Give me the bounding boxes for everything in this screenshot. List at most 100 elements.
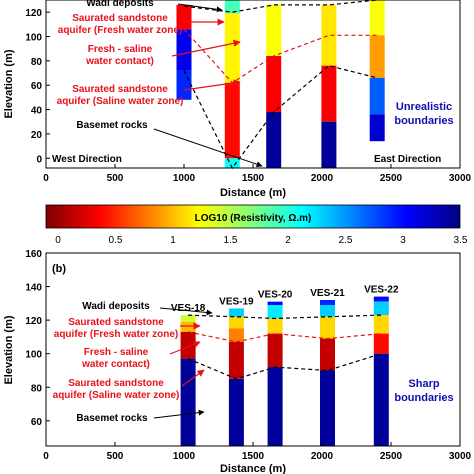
pa-boundary-2 (183, 65, 378, 170)
pa-column-1-layer-3 (224, 158, 240, 168)
pa-ytick-label-4: 80 (31, 57, 43, 68)
pa-contact-label-1: Fresh - saline (88, 44, 153, 55)
pb-xtick-label-2: 1000 (173, 451, 196, 462)
pa-xtick-label-1: 500 (107, 173, 124, 184)
pa-ytick-label-0: 0 (36, 154, 42, 165)
pa-east-label: East Direction (374, 154, 441, 165)
pa-column-0-layer-1 (176, 29, 192, 71)
pb-column-3-layer-3 (320, 338, 335, 371)
panel-b-y-ticks: 60 80 100 120 140 160 (25, 249, 50, 428)
pb-column-4-layer-1 (373, 301, 389, 316)
pb-xtick-label-6: 3000 (449, 451, 472, 462)
pb-fresh-aquifer-label-1: Saurated sandstone (68, 317, 164, 328)
pb-column-2-layer-3 (267, 333, 283, 368)
colorbar-tick-1: 0.5 (109, 235, 123, 246)
pb-note-line-2: boundaries (394, 392, 453, 404)
pa-basement-arrow (153, 128, 263, 168)
pb-column-4-layer-3 (373, 333, 389, 354)
pb-column-1-layer-4 (228, 378, 244, 446)
panel-a-boundaries (183, 0, 378, 170)
pb-xtick-label-1: 500 (107, 451, 124, 462)
pa-ytick-label-1: 20 (31, 130, 43, 141)
pa-xtick-label-2: 1000 (173, 173, 196, 184)
pa-note-line-2: boundaries (394, 115, 453, 127)
pa-fresh-aquifer-label-2: aquifer (Fresh water zone) (58, 25, 182, 36)
pa-ytick-label-2: 40 (31, 106, 43, 117)
pa-west-label: West Direction (52, 154, 122, 165)
pb-ytick-label-1: 80 (31, 383, 43, 394)
pa-basement-label: Basemet rocks (76, 120, 148, 131)
pb-column-0-layer-2 (180, 331, 196, 359)
pb-column-3-layer-0 (320, 300, 335, 305)
pa-ytick-label-5: 100 (25, 33, 42, 44)
pb-column-0-layer-0 (180, 315, 196, 322)
ves-label-4: VES-22 (364, 285, 399, 296)
pa-column-1-layer-1 (224, 13, 240, 83)
panel-a-chart: 0 500 1000 1500 2000 2500 3000 0 20 40 60 80 100 120… (3, 0, 472, 199)
colorbar-tick-2: 1 (170, 235, 176, 246)
pa-boundary-1 (183, 28, 378, 84)
panel-b-chart: 0 500 1000 1500 2000 2500 3000 60 80 100 120 140 16… (3, 249, 472, 474)
pa-wadi-arrow (177, 3, 223, 13)
pa-contact-label-2: water contact) (85, 56, 154, 67)
panel-a-columns (176, 0, 385, 168)
pb-column-0-layer-3 (180, 358, 196, 446)
pa-column-3-layer-1 (321, 65, 337, 122)
panel-a-y-ticks: 0 20 40 60 80 100 120 (25, 8, 50, 165)
pb-contact-arrow (169, 341, 201, 355)
pa-column-1-layer-2 (224, 82, 240, 159)
pb-basement-label: Basemet rocks (76, 413, 148, 424)
colorbar: LOG10 (Resistivity, Ω.m) 0 0.5 1 1.5 2 2.5 3 3.… (45, 204, 468, 246)
pb-column-1-layer-3 (228, 341, 244, 379)
pb-xtick-label-3: 1500 (242, 451, 265, 462)
pa-column-3-layer-2 (321, 121, 337, 168)
pa-column-4-layer-2 (369, 77, 385, 115)
pb-column-1-layer-0 (228, 308, 244, 317)
panel-a-x-ticks: 0 500 1000 1500 2000 2500 3000 (43, 164, 472, 184)
pa-column-4-layer-1 (369, 35, 385, 78)
colorbar-tick-3: 1.5 (224, 235, 238, 246)
pb-ytick-label-4: 140 (25, 283, 42, 294)
pb-ytick-label-3: 120 (25, 316, 42, 327)
ves-label-2: VES-20 (258, 290, 293, 301)
pa-xtick-label-5: 2500 (380, 173, 403, 184)
pb-column-3-layer-4 (320, 370, 335, 446)
pa-saline-aquifer-label-1: Saurated sandstone (72, 84, 168, 95)
pb-wadi-label: Wadi deposits (82, 301, 150, 312)
pb-column-2-layer-0 (267, 301, 283, 306)
pb-basement-arrow (153, 409, 205, 419)
panel-b-y-label: Elevation (m) (3, 315, 15, 384)
colorbar-tick-7: 3.5 (454, 235, 468, 246)
pa-ytick-label-6: 120 (25, 8, 42, 19)
pb-column-2-layer-1 (267, 305, 283, 319)
pa-column-3-layer-0 (321, 4, 337, 66)
pa-ytick-label-3: 60 (31, 81, 43, 92)
pa-column-4-layer-3 (369, 114, 385, 142)
pb-ytick-label-5: 160 (25, 249, 42, 260)
panel-b-label: (b) (52, 263, 66, 275)
panel-a-x-label: Distance (m) (220, 187, 286, 199)
panel-b-x-ticks: 0 500 1000 1500 2000 2500 3000 (43, 442, 472, 462)
colorbar-label: LOG10 (Resistivity, Ω.m) (195, 213, 312, 224)
pb-column-2-layer-4 (267, 367, 283, 446)
pa-column-2-layer-1 (266, 56, 282, 112)
pb-column-2-layer-2 (267, 318, 283, 334)
pb-saline-aquifer-label-1: Saurated sandstone (68, 378, 164, 389)
pa-column-2-layer-0 (266, 4, 282, 56)
pa-fresh-aquifer-label-1: Saurated sandstone (72, 13, 168, 24)
pa-column-4-layer-0 (369, 0, 385, 36)
pb-boundary-1 (187, 331, 382, 343)
pa-column-0-layer-0 (176, 4, 192, 30)
pb-note-line-1: Sharp (408, 378, 439, 390)
ves-label-3: VES-21 (310, 288, 345, 299)
pa-column-2-layer-2 (266, 112, 282, 168)
pa-contact-arrow (171, 39, 241, 57)
colorbar-ticks: 0 0.5 1 1.5 2 2.5 3 3.5 (55, 235, 468, 246)
pb-column-3-layer-2 (320, 316, 335, 339)
colorbar-tick-0: 0 (55, 235, 61, 246)
pb-saline-aquifer-label-2: aquifer (Saline water zone) (53, 390, 180, 401)
pb-boundary-0 (188, 314, 382, 320)
panel-a-y-label: Elevation (m) (3, 49, 15, 118)
pb-contact-label-2: water contact) (81, 359, 150, 370)
pb-column-3-layer-1 (320, 305, 335, 317)
